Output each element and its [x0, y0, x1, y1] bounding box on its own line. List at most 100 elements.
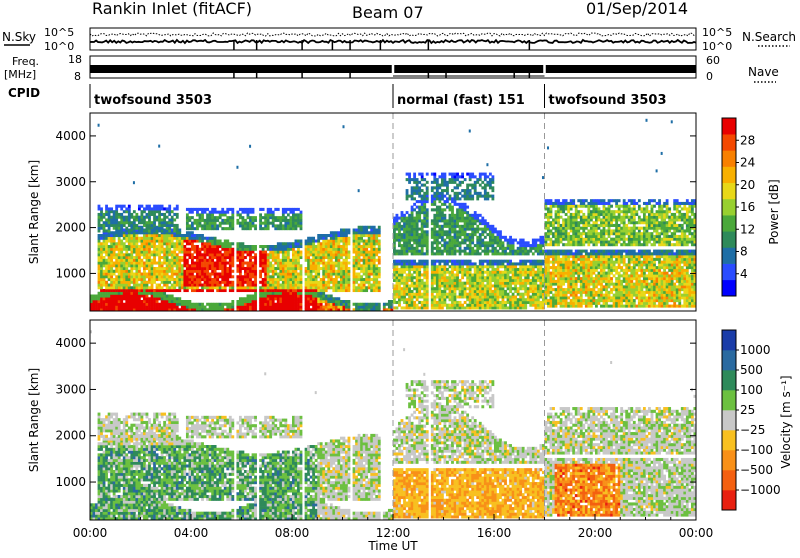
heatmap-cell — [494, 247, 497, 250]
heatmap-cell — [365, 234, 368, 237]
heatmap-cell — [204, 264, 207, 267]
heatmap-cell — [340, 303, 343, 306]
heatmap-cell — [143, 275, 146, 278]
heatmap-cell — [300, 297, 303, 300]
heatmap-cell — [348, 262, 351, 265]
heatmap-cell — [411, 178, 414, 181]
heatmap-cell — [411, 252, 414, 255]
heatmap-cell — [421, 195, 424, 198]
heatmap-cell — [110, 284, 113, 287]
heatmap-cell — [151, 273, 154, 276]
heatmap-cell — [360, 251, 363, 254]
heatmap-cell — [479, 262, 482, 265]
heatmap-cell — [421, 239, 424, 242]
heatmap-cell — [267, 248, 270, 251]
heatmap-cell — [441, 306, 444, 309]
heatmap-cell — [423, 195, 426, 198]
heatmap-cell — [348, 273, 351, 276]
heatmap-cell — [461, 260, 464, 263]
heatmap-cell — [512, 239, 515, 242]
heatmap-cell — [418, 219, 421, 222]
heatmap-cell — [358, 251, 361, 254]
heatmap-cell — [247, 281, 250, 284]
heatmap-cell — [398, 284, 401, 287]
heatmap-cell — [444, 175, 447, 178]
heatmap-cell — [459, 279, 462, 282]
heatmap-cell — [120, 248, 123, 251]
heatmap-cell — [125, 207, 128, 210]
heatmap-cell — [512, 298, 515, 301]
heatmap-cell — [416, 214, 419, 217]
heatmap-cell — [163, 275, 166, 278]
heatmap-cell — [343, 284, 346, 287]
heatmap-cell — [310, 242, 313, 245]
heatmap-cell — [459, 175, 462, 178]
heatmap-cell — [436, 211, 439, 214]
heatmap-cell — [423, 197, 426, 200]
heatmap-cell — [284, 222, 287, 225]
heatmap-cell — [239, 286, 242, 289]
heatmap-cell — [219, 251, 222, 254]
heatmap-cell — [519, 250, 522, 253]
heatmap-cell — [423, 230, 426, 233]
heatmap-cell — [481, 279, 484, 282]
heatmap-cell — [242, 289, 245, 292]
heatmap-cell — [148, 218, 151, 221]
heatmap-cell — [239, 281, 242, 284]
heatmap-cell — [146, 234, 149, 237]
heatmap-cell — [411, 211, 414, 214]
heatmap-cell — [297, 275, 300, 278]
heatmap-cell — [166, 207, 169, 210]
heatmap-cell — [446, 206, 449, 209]
heatmap-cell — [120, 245, 123, 248]
heatmap-cell — [211, 219, 214, 222]
heatmap-cell — [105, 297, 108, 300]
heatmap-cell — [274, 256, 277, 259]
heatmap-cell — [206, 278, 209, 281]
heatmap-cell — [113, 286, 116, 289]
heatmap-cell — [502, 287, 505, 290]
heatmap-cell — [413, 228, 416, 231]
heatmap-cell — [469, 217, 472, 220]
heatmap-cell — [115, 207, 118, 210]
heatmap-cell — [403, 222, 406, 225]
heatmap-cell — [267, 224, 270, 227]
heatmap-cell — [252, 262, 255, 265]
heatmap-cell — [464, 197, 467, 200]
heatmap-cell — [332, 245, 335, 248]
heatmap-cell — [411, 306, 414, 309]
heatmap-cell — [120, 259, 123, 262]
heatmap-cell — [499, 304, 502, 307]
heatmap-cell — [196, 240, 199, 243]
heatmap-cell — [163, 297, 166, 300]
heatmap-cell — [166, 240, 169, 243]
heatmap-cell — [115, 278, 118, 281]
heatmap-cell — [171, 289, 174, 292]
heatmap-cell — [194, 278, 197, 281]
heatmap-cell — [204, 237, 207, 240]
heatmap-cell — [466, 186, 469, 189]
heatmap-cell — [454, 284, 457, 287]
heatmap-cell — [282, 216, 285, 219]
heatmap-cell — [191, 281, 194, 284]
heatmap-cell — [476, 247, 479, 250]
heatmap-cell — [332, 303, 335, 306]
heatmap-cell — [272, 245, 275, 248]
heatmap-cell — [113, 242, 116, 245]
heatmap-cell — [168, 295, 171, 298]
heatmap-cell — [322, 251, 325, 254]
heatmap-cell — [138, 251, 141, 254]
heatmap-cell — [479, 298, 482, 301]
heatmap-cell — [108, 292, 111, 295]
heatmap-cell — [360, 253, 363, 256]
heatmap-cell — [110, 216, 113, 219]
heatmap-cell — [426, 173, 429, 176]
heatmap-cell — [476, 244, 479, 247]
heatmap-cell — [396, 287, 399, 290]
heatmap-cell — [300, 245, 303, 248]
heatmap-cell — [431, 195, 434, 198]
heatmap-cell — [312, 295, 315, 298]
heatmap-cell — [345, 262, 348, 265]
heatmap-cell — [431, 306, 434, 309]
